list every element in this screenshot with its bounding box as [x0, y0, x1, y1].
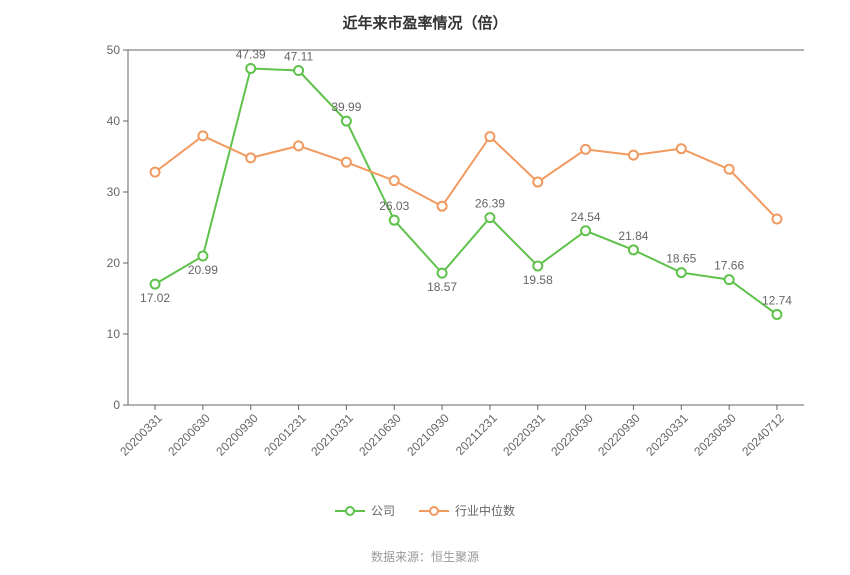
- legend-label: 公司: [371, 502, 395, 519]
- value-label: 26.03: [379, 199, 409, 213]
- series-marker: [629, 151, 638, 160]
- x-tick-label: 20230331: [644, 411, 692, 459]
- series-marker: [581, 226, 590, 235]
- series-marker: [342, 117, 351, 126]
- series-marker: [246, 64, 255, 73]
- legend-label: 行业中位数: [455, 502, 515, 519]
- series-marker: [725, 275, 734, 284]
- series-marker: [198, 251, 207, 260]
- y-tick-label: 40: [107, 114, 120, 128]
- series-marker: [390, 176, 399, 185]
- value-label: 39.99: [331, 100, 361, 114]
- series-marker: [151, 280, 160, 289]
- series-marker: [677, 144, 686, 153]
- series-marker: [677, 268, 686, 277]
- y-tick-label: 20: [107, 256, 120, 270]
- series-marker: [342, 158, 351, 167]
- y-tick-label: 30: [107, 185, 120, 199]
- y-tick-label: 50: [107, 43, 120, 57]
- series-marker: [772, 310, 781, 319]
- x-tick-label: 20201231: [261, 411, 309, 459]
- chart-svg: 17.02 20.99 47.39 47.11 39.99 26.03 18.57 26.39…: [128, 50, 804, 405]
- legend-marker-icon: [335, 504, 365, 518]
- value-label: 17.66: [714, 259, 744, 273]
- series-marker: [198, 131, 207, 140]
- x-tick-label: 20200331: [117, 411, 165, 459]
- data-source-label: 数据来源：恒生聚源: [0, 548, 850, 565]
- value-label: 26.39: [475, 197, 505, 211]
- x-tick-label: 20211231: [453, 411, 500, 458]
- value-label: 47.39: [236, 48, 266, 62]
- series-marker: [294, 141, 303, 150]
- legend-item[interactable]: 行业中位数: [419, 502, 515, 519]
- chart-title: 近年来市盈率情况（倍）: [0, 12, 850, 33]
- value-label: 21.84: [618, 229, 648, 243]
- value-label: 24.54: [571, 210, 601, 224]
- series-marker: [151, 168, 160, 177]
- x-tick-label: 20220630: [548, 411, 596, 459]
- x-tick-label: 20200930: [213, 411, 261, 459]
- x-tick-label: 20240712: [739, 411, 787, 459]
- value-label: 12.74: [762, 294, 792, 308]
- legend-marker-icon: [419, 504, 449, 518]
- x-tick-label: 20200630: [165, 411, 213, 459]
- plot-area: 17.02 20.99 47.39 47.11 39.99 26.03 18.57 26.39…: [128, 50, 804, 405]
- series-marker: [725, 165, 734, 174]
- series-marker: [438, 202, 447, 211]
- x-tick-label: 20220331: [500, 411, 548, 459]
- x-tick-label: 20210930: [404, 411, 452, 459]
- legend: 公司 行业中位数: [0, 502, 850, 519]
- x-tick-label: 20230630: [691, 411, 739, 459]
- y-tick-label: 10: [107, 327, 120, 341]
- value-label: 17.02: [140, 291, 170, 305]
- series-marker: [485, 213, 494, 222]
- value-label: 19.58: [523, 273, 553, 287]
- x-tick-label: 20210630: [356, 411, 404, 459]
- value-label: 47.11: [284, 50, 313, 64]
- series-marker: [438, 269, 447, 278]
- value-label: 18.57: [427, 280, 457, 294]
- series-marker: [629, 245, 638, 254]
- value-label: 20.99: [188, 263, 218, 277]
- series-marker: [390, 216, 399, 225]
- series-marker: [294, 66, 303, 75]
- series-marker: [246, 153, 255, 162]
- series-marker: [533, 178, 542, 187]
- series-marker: [772, 214, 781, 223]
- series-marker: [485, 132, 494, 141]
- series-marker: [533, 261, 542, 270]
- x-tick-label: 20210331: [309, 411, 357, 459]
- series-marker: [581, 145, 590, 154]
- pe-ratio-chart: 近年来市盈率情况（倍） 17.02 20.99 47.39 47.11 39.99 26.…: [0, 0, 850, 575]
- y-tick-label: 0: [113, 398, 120, 412]
- series-line: [155, 69, 777, 315]
- legend-item[interactable]: 公司: [335, 502, 395, 519]
- value-label: 18.65: [666, 252, 696, 266]
- x-tick-label: 20220930: [596, 411, 644, 459]
